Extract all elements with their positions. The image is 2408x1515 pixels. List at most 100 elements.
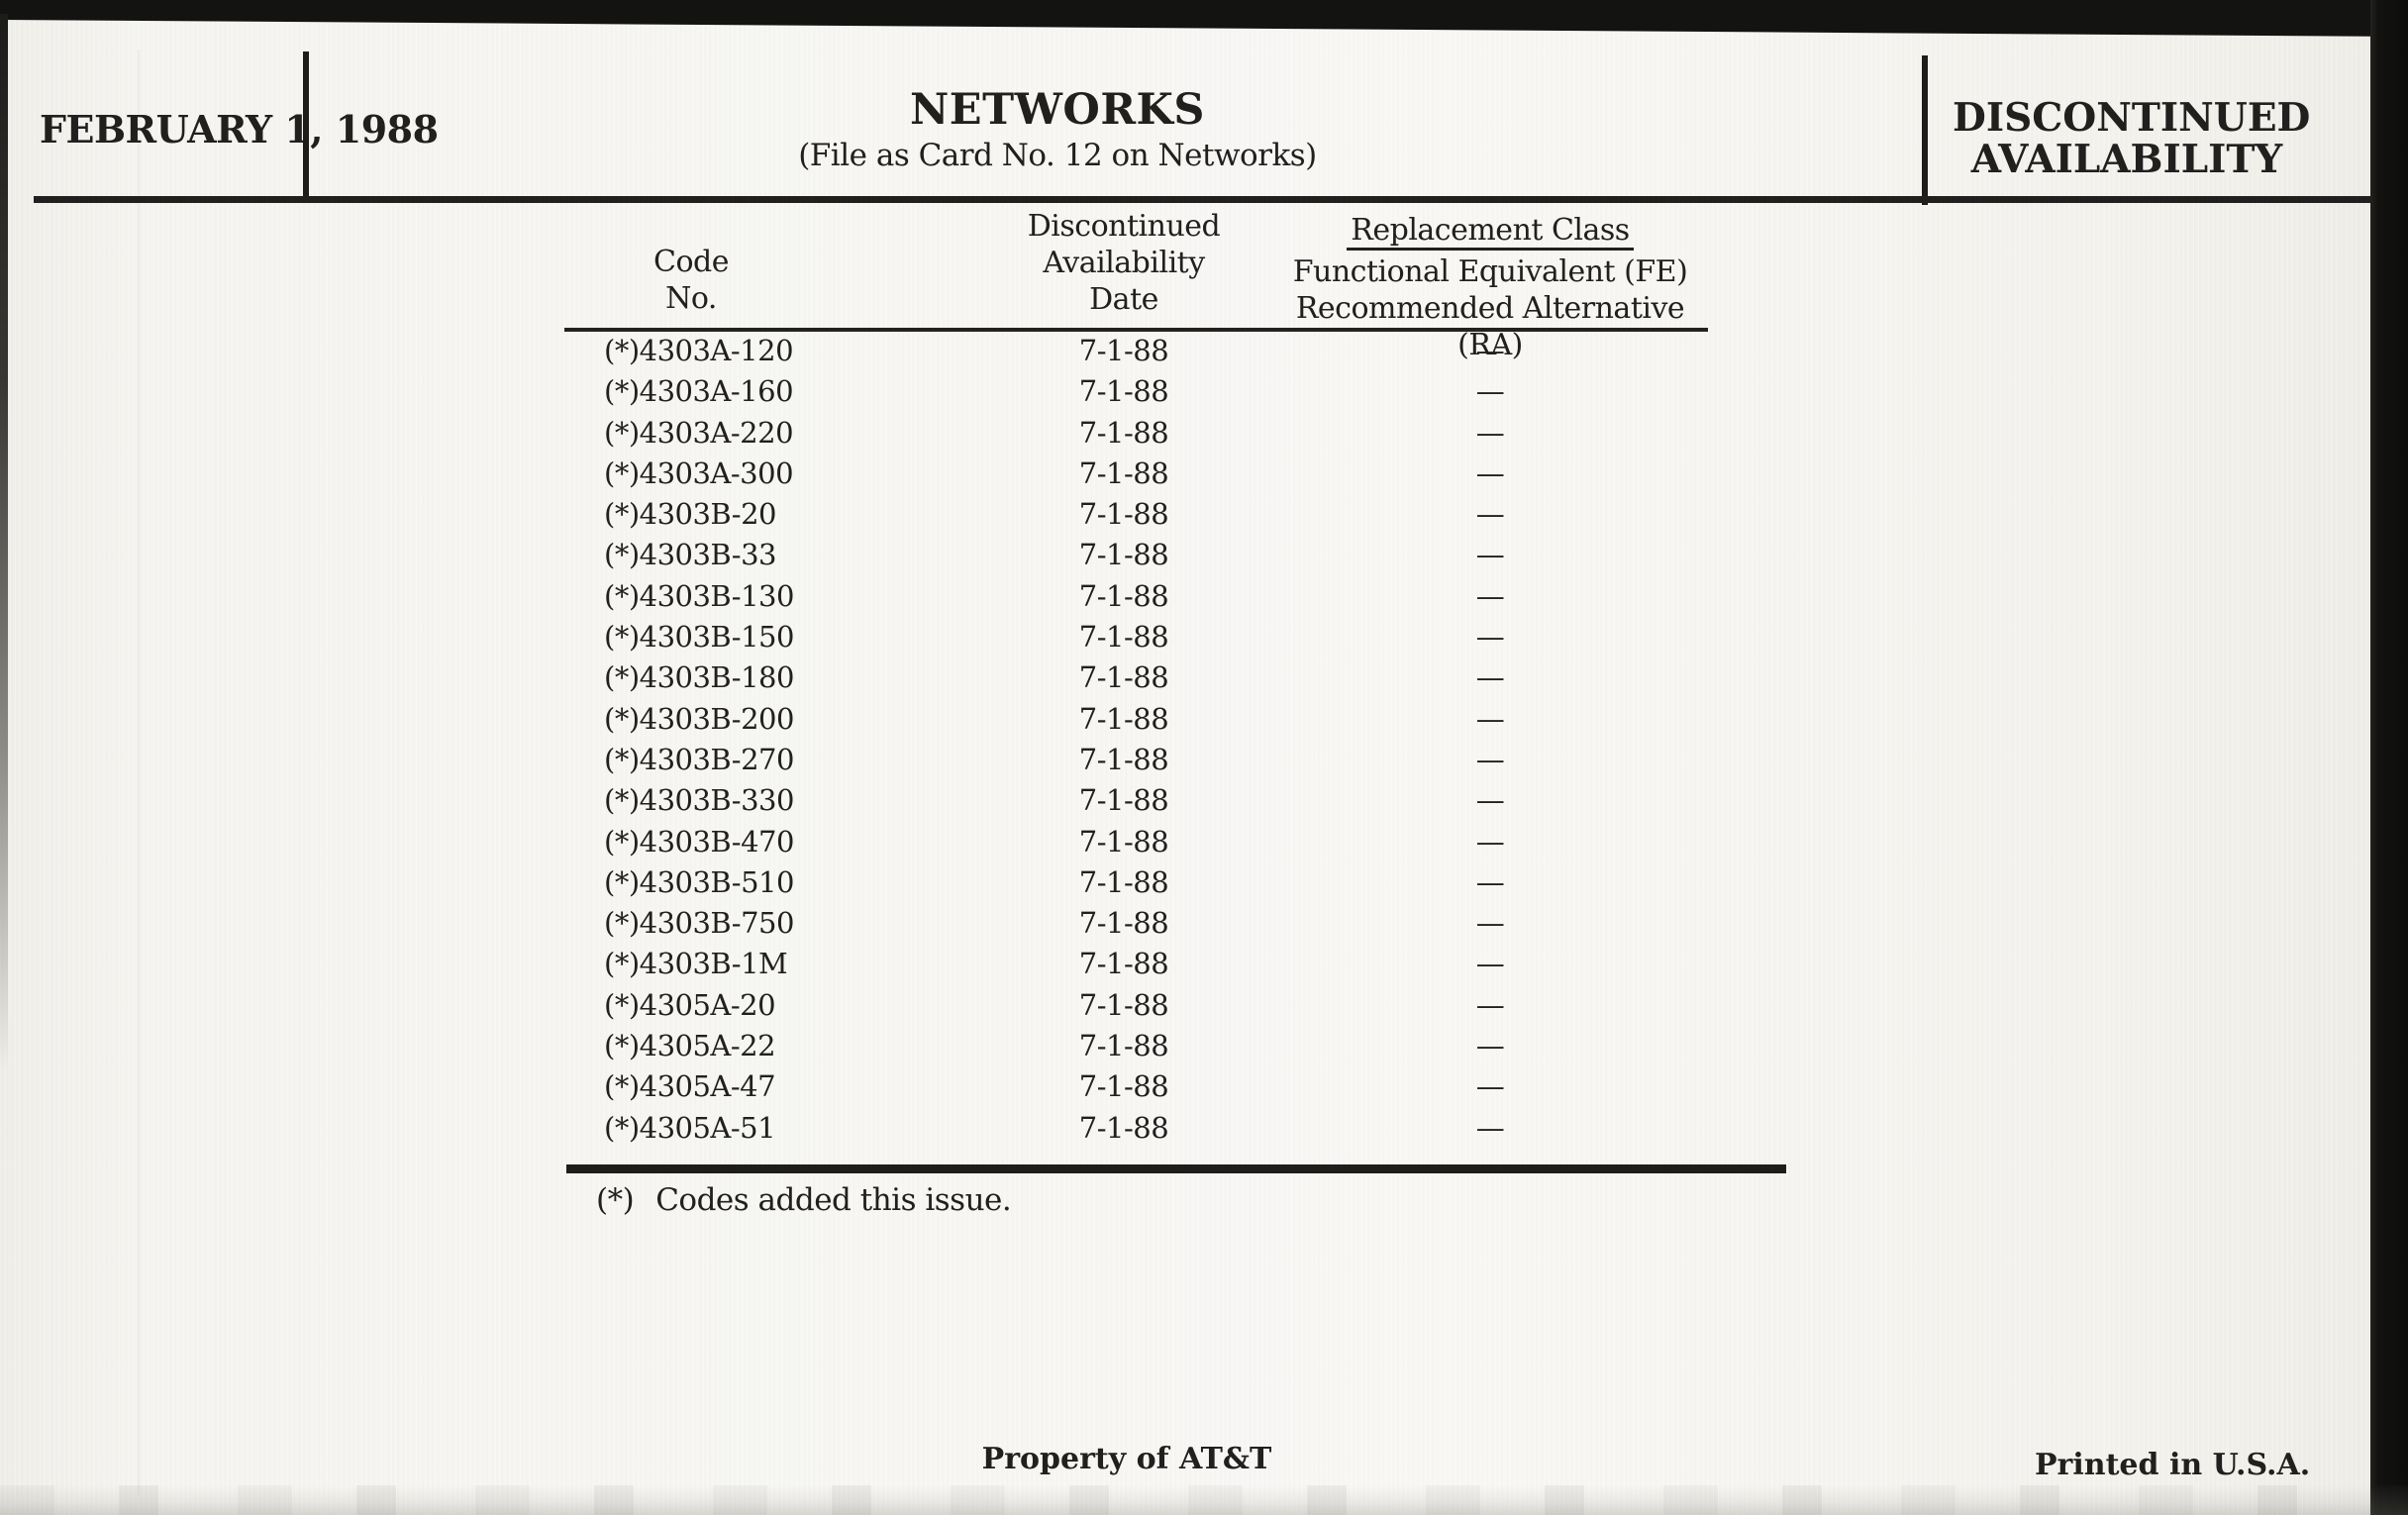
- column-header-code: Code No.: [594, 244, 788, 317]
- row-date-cell: 7-1-88: [1078, 1110, 1169, 1145]
- row-date-cell: 7-1-88: [1078, 1029, 1169, 1063]
- replacement-class-label: Replacement Class: [1347, 214, 1634, 251]
- table-row: (*)4305A-20 7-1-88 —: [0, 985, 2408, 1026]
- paper-fold-line: [138, 50, 140, 1495]
- row-replacement-cell: —: [1475, 987, 1505, 1022]
- column-header-date: Discontinued Availability Date: [1005, 208, 1243, 318]
- row-code-cell: (*)4303B-180: [604, 660, 794, 695]
- row-date-cell: 7-1-88: [1078, 701, 1169, 736]
- row-code-cell: (*)4303A-220: [604, 415, 794, 450]
- row-code-cell: (*)4303B-330: [604, 783, 794, 818]
- row-code-cell: (*)4303B-270: [604, 742, 794, 776]
- row-date-cell: 7-1-88: [1078, 455, 1169, 490]
- row-replacement-cell: —: [1475, 497, 1505, 532]
- row-date-cell: 7-1-88: [1078, 864, 1169, 899]
- table-row: (*)4303B-130 7-1-88 —: [0, 576, 2408, 617]
- row-code-cell: (*)4303B-470: [604, 824, 794, 858]
- category-title: DISCONTINUED AVAILABILITY: [1953, 95, 2311, 180]
- row-code-cell: (*)4303B-150: [604, 620, 794, 655]
- row-replacement-cell: —: [1475, 864, 1505, 899]
- row-replacement-cell: —: [1475, 374, 1505, 409]
- row-code-cell: (*)4303B-1M: [604, 947, 788, 981]
- table-bottom-rule: [566, 1164, 1786, 1173]
- functional-equivalent-label: Functional Equivalent (FE): [1292, 254, 1688, 289]
- row-replacement-cell: —: [1475, 906, 1505, 941]
- table-row: (*)4303B-20 7-1-88 —: [0, 494, 2408, 535]
- table-row: (*)4303A-220 7-1-88 —: [0, 413, 2408, 454]
- row-replacement-cell: —: [1475, 415, 1505, 450]
- row-code-cell: (*)4305A-51: [604, 1110, 776, 1145]
- row-replacement-cell: —: [1475, 660, 1505, 695]
- row-code-cell: (*)4303B-750: [604, 906, 794, 941]
- page-subtitle: (File as Card No. 12 on Networks): [798, 138, 1317, 173]
- row-code-cell: (*)4303B-33: [604, 538, 776, 572]
- row-code-cell: (*)4303B-130: [604, 578, 794, 613]
- footer-property: Property of AT&T: [981, 1442, 1272, 1476]
- table-row: (*)4303B-270 7-1-88 —: [0, 740, 2408, 780]
- table-row: (*)4303B-200 7-1-88 —: [0, 699, 2408, 740]
- row-replacement-cell: —: [1475, 1110, 1505, 1145]
- table-row: (*)4303B-330 7-1-88 —: [0, 780, 2408, 821]
- row-replacement-cell: —: [1475, 455, 1505, 490]
- column-header-replacement: Replacement Class Functional Equivalent …: [1277, 212, 1703, 363]
- title-block: NETWORKS (File as Card No. 12 on Network…: [760, 85, 1354, 173]
- row-date-cell: 7-1-88: [1078, 742, 1169, 776]
- row-date-cell: 7-1-88: [1078, 334, 1169, 367]
- scan-left-edge-shadow: [0, 14, 8, 1073]
- footnote-text: Codes added this issue.: [655, 1182, 1012, 1218]
- column-header-date-line2: Availability: [1043, 246, 1205, 280]
- table-row: (*)4303B-150 7-1-88 —: [0, 617, 2408, 657]
- issue-date: FEBRUARY 1, 1988: [40, 107, 439, 152]
- footer-printed: Printed in U.S.A.: [2035, 1448, 2311, 1482]
- row-code-cell: (*)4303A-120: [604, 334, 794, 367]
- table-row: (*)4305A-22 7-1-88 —: [0, 1026, 2408, 1066]
- recommended-alternative-label: Recommended Alternative (RA): [1295, 291, 1685, 362]
- page-title: NETWORKS: [910, 85, 1205, 135]
- category-line-1: DISCONTINUED: [1953, 95, 2311, 141]
- row-code-cell: (*)4303A-300: [604, 455, 794, 490]
- table-row: (*)4303A-300 7-1-88 —: [0, 454, 2408, 494]
- table-row: (*)4303B-750 7-1-88 —: [0, 903, 2408, 944]
- row-date-cell: 7-1-88: [1078, 906, 1169, 941]
- column-header-code-line1: Code: [653, 245, 729, 279]
- table-header-rule: [564, 328, 1708, 332]
- row-code-cell: (*)4303B-510: [604, 864, 794, 899]
- table-row: (*)4303B-510 7-1-88 —: [0, 862, 2408, 903]
- row-code-cell: (*)4305A-47: [604, 1069, 776, 1104]
- row-date-cell: 7-1-88: [1078, 987, 1169, 1022]
- column-header-code-line2: No.: [665, 281, 717, 316]
- row-replacement-cell: —: [1475, 538, 1505, 572]
- scan-right-edge: [2370, 0, 2408, 1515]
- row-replacement-cell: —: [1475, 947, 1505, 981]
- table-row: (*)4305A-47 7-1-88 —: [0, 1066, 2408, 1107]
- table-row: (*)4303B-180 7-1-88 —: [0, 657, 2408, 698]
- row-code-cell: (*)4303B-20: [604, 497, 776, 532]
- row-code-cell: (*)4303B-200: [604, 701, 794, 736]
- row-date-cell: 7-1-88: [1078, 538, 1169, 572]
- header-rule: [34, 196, 2370, 203]
- table-row: (*)4305A-51 7-1-88 —: [0, 1108, 2408, 1149]
- table-rows: (*)4303A-120 7-1-88 — (*)4303A-160 7-1-8…: [0, 331, 2408, 1149]
- row-replacement-cell: —: [1475, 824, 1505, 858]
- table-row: (*)4303A-120 7-1-88 —: [0, 331, 2408, 371]
- row-replacement-cell: —: [1475, 1069, 1505, 1104]
- row-date-cell: 7-1-88: [1078, 620, 1169, 655]
- row-date-cell: 7-1-88: [1078, 497, 1169, 532]
- row-date-cell: 7-1-88: [1078, 578, 1169, 613]
- row-date-cell: 7-1-88: [1078, 947, 1169, 981]
- row-date-cell: 7-1-88: [1078, 374, 1169, 409]
- table-row: (*)4303B-470 7-1-88 —: [0, 822, 2408, 862]
- row-replacement-cell: —: [1475, 620, 1505, 655]
- footnote-marker: (*): [596, 1182, 635, 1218]
- row-replacement-cell: —: [1475, 783, 1505, 818]
- row-replacement-cell: —: [1475, 701, 1505, 736]
- row-code-cell: (*)4303A-160: [604, 374, 794, 409]
- row-code-cell: (*)4305A-22: [604, 1029, 776, 1063]
- row-replacement-cell: —: [1475, 1029, 1505, 1063]
- table-row: (*)4303A-160 7-1-88 —: [0, 371, 2408, 412]
- row-date-cell: 7-1-88: [1078, 824, 1169, 858]
- header-divider-left: [303, 51, 309, 198]
- row-date-cell: 7-1-88: [1078, 660, 1169, 695]
- table-row: (*)4303B-33 7-1-88 —: [0, 535, 2408, 575]
